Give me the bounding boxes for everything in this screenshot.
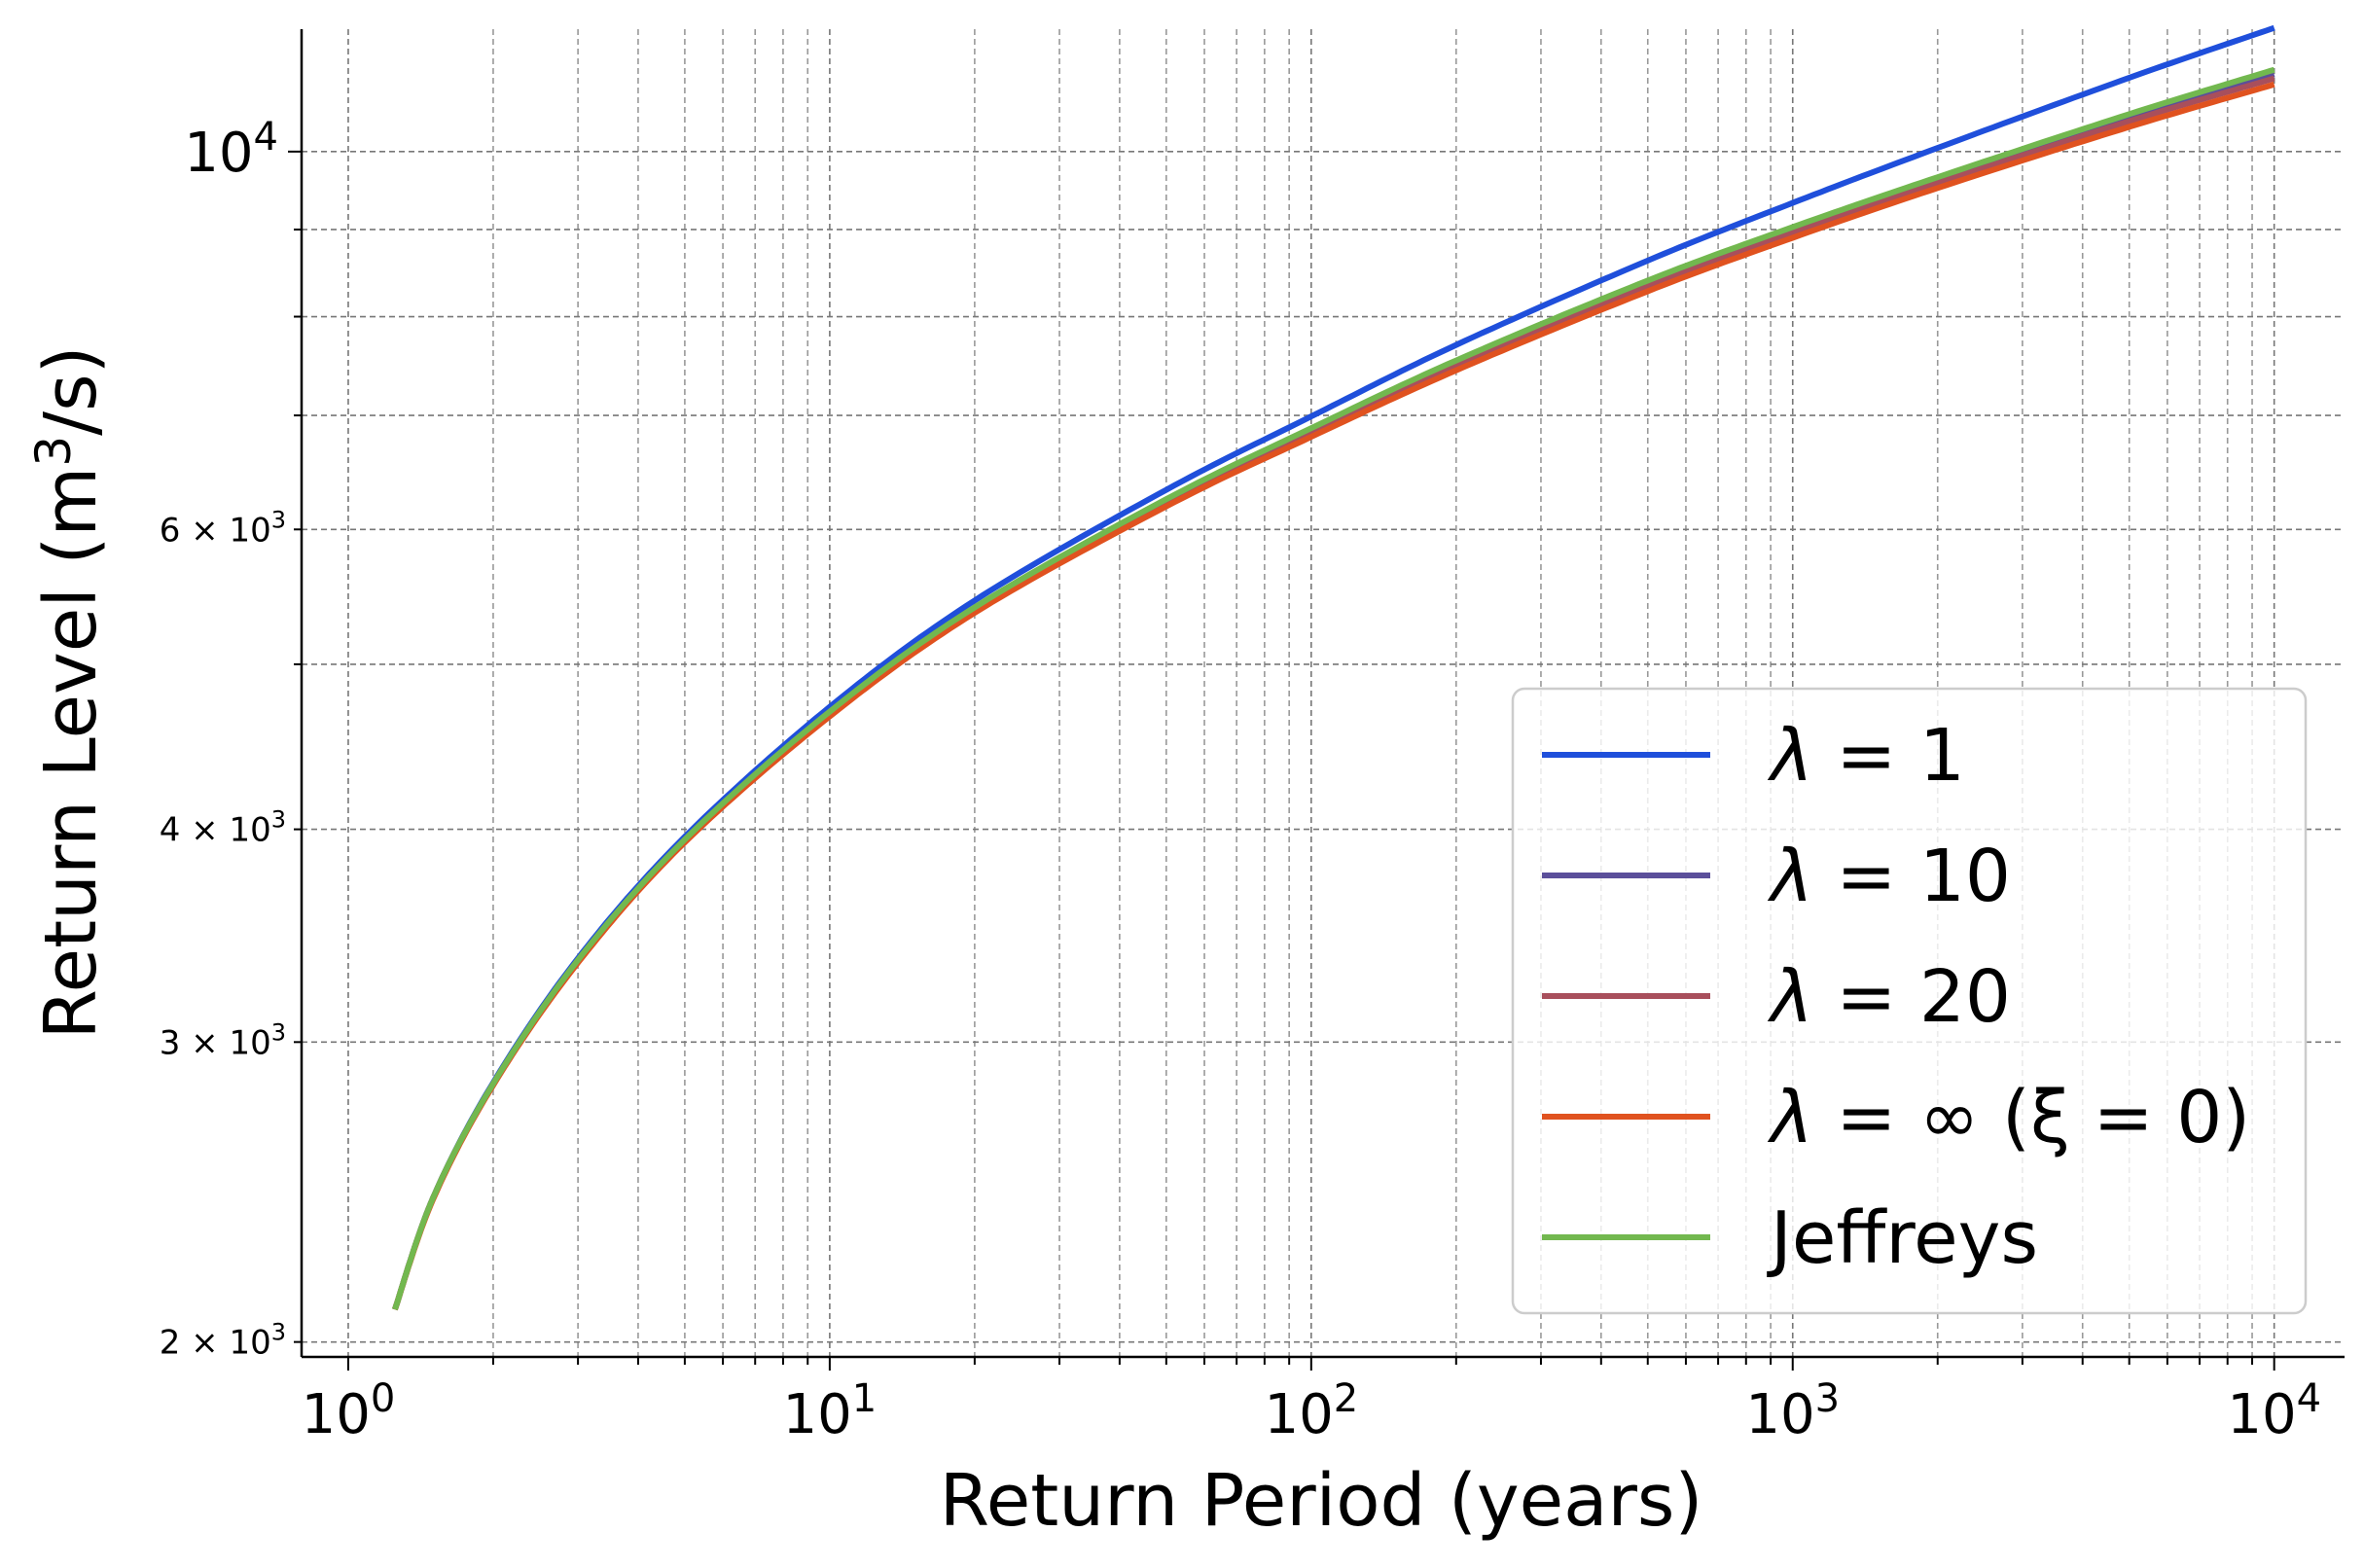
- x-tick-label: 104: [2227, 1376, 2321, 1446]
- legend-label: λ = 20: [1767, 955, 2011, 1039]
- legend: λ = 1 λ = 10 λ = 20 λ = ∞ (ξ = 0) Jeffreys: [1511, 687, 2308, 1315]
- y-tick-label: 6 × 103: [160, 506, 286, 550]
- axes: [300, 29, 2345, 1359]
- legend-label: Jeffreys: [1767, 1196, 2038, 1280]
- series-line-5: [392, 66, 2275, 1311]
- legend-label: λ = 1: [1767, 714, 1965, 798]
- ticks: 100 101 102 103 104 104 2 × 103 3 × 103 4 × 103 6…: [160, 115, 2321, 1446]
- legend-label: λ = 10: [1767, 835, 2011, 918]
- x-tick-label: 101: [783, 1376, 878, 1446]
- series-lines: [392, 24, 2275, 1311]
- legend-label: λ = ∞ (ξ = 0): [1767, 1076, 2250, 1159]
- y-tick-label: 2 × 103: [160, 1319, 286, 1363]
- y-tick-label: 4 × 103: [160, 806, 286, 850]
- x-tick-label: 102: [1264, 1376, 1358, 1446]
- axis-labels: Return Period (years) Return Level (m3/s…: [25, 345, 1702, 1543]
- x-tick-label: 103: [1745, 1376, 1840, 1446]
- x-tick-label: 100: [302, 1376, 396, 1446]
- x-axis-label: Return Period (years): [940, 1459, 1703, 1543]
- y-axis-label: Return Level (m3/s): [25, 345, 113, 1039]
- legend-frame: [1511, 687, 2308, 1315]
- y-tick-label: 3 × 103: [160, 1018, 286, 1062]
- y-tick-label: 104: [184, 115, 278, 185]
